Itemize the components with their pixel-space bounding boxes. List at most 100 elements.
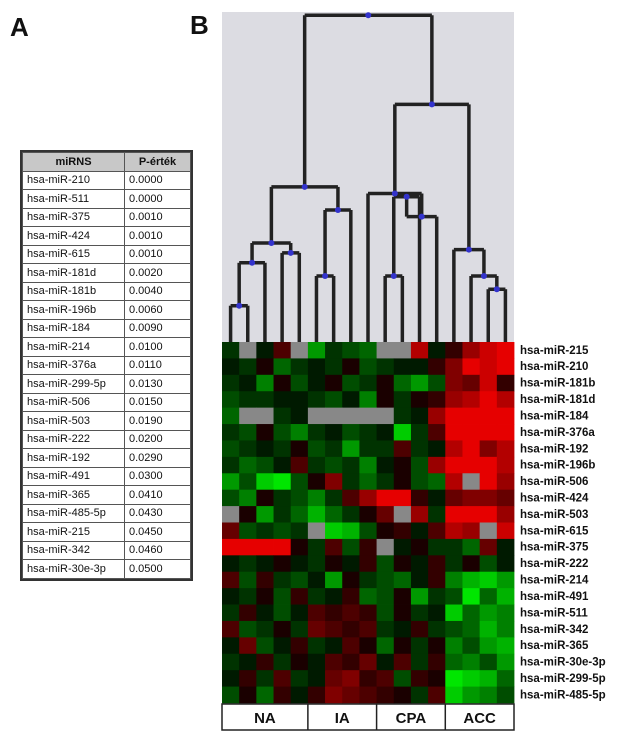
heatmap-cell: [410, 456, 429, 474]
panel-b-letter: B: [190, 10, 209, 40]
heatmap-cell: [222, 440, 240, 458]
heatmap-cell: [256, 391, 274, 409]
heatmap-cell: [428, 473, 446, 491]
row-label: hsa-miR-181b: [520, 378, 595, 390]
heatmap-cell: [239, 637, 257, 655]
dendrogram-node: [236, 302, 243, 309]
row-label: hsa-miR-215: [520, 345, 589, 357]
heatmap-cell: [479, 342, 498, 359]
mirna-name-cell: hsa-miR-214: [22, 337, 125, 357]
heatmap-cell: [307, 342, 326, 359]
heatmap-cell: [256, 374, 274, 392]
heatmap-cell: [410, 489, 429, 507]
heatmap-cell: [342, 489, 360, 507]
heatmap-cell: [256, 407, 274, 425]
heatmap-cell: [342, 637, 360, 655]
heatmap-cell: [273, 424, 292, 441]
heatmap-cell: [239, 588, 257, 605]
heatmap-cell: [273, 538, 292, 556]
heatmap-cell: [496, 538, 515, 556]
heatmap-cell: [342, 620, 360, 638]
heatmap-cell: [496, 489, 515, 507]
row-label: hsa-miR-375: [520, 542, 589, 554]
heatmap-cell: [307, 374, 326, 392]
table-row: hsa-miR-485-5p 0.0430: [22, 503, 191, 523]
heatmap-cell: [290, 440, 309, 458]
heatmap-cell: [359, 522, 377, 540]
heatmap-cell: [445, 670, 463, 687]
heatmap-cell: [359, 670, 377, 687]
heatmap-cell: [239, 555, 257, 573]
row-label: hsa-miR-503: [520, 509, 588, 521]
heatmap-cell: [307, 391, 326, 409]
heatmap-cell: [256, 456, 274, 474]
heatmap-cell: [445, 440, 463, 458]
heatmap-cell: [239, 489, 257, 507]
heatmap-cell: [325, 670, 343, 687]
heatmap-cell: [222, 555, 240, 573]
heatmap-cell: [307, 489, 326, 507]
heatmap-cell: [479, 358, 498, 376]
heatmap-cell: [359, 473, 377, 491]
heatmap-cell: [273, 342, 292, 359]
heatmap-cell: [376, 374, 395, 392]
heatmap-cell: [462, 473, 481, 491]
heatmap-cell: [496, 571, 515, 589]
heatmap-cell: [428, 670, 446, 687]
row-label: hsa-miR-506: [520, 476, 588, 488]
heatmap-cell: [393, 620, 412, 638]
heatmap-cell: [359, 653, 377, 671]
heatmap-cell: [290, 571, 309, 589]
row-label: hsa-miR-491: [520, 591, 589, 603]
heatmap-cell: [325, 686, 343, 704]
heatmap-cell: [376, 637, 395, 655]
heatmap-cell: [222, 571, 240, 589]
heatmap-cell: [479, 456, 498, 474]
heatmap-cell: [239, 342, 257, 359]
heatmap-cell: [496, 374, 515, 392]
heatmap-cell: [393, 522, 412, 540]
heatmap-cell: [325, 571, 343, 589]
dendrogram-node: [301, 183, 308, 190]
heatmap-cell: [359, 489, 377, 507]
heatmap-cell: [462, 538, 481, 556]
heatmap-cell: [376, 506, 395, 523]
heatmap-cell: [325, 522, 343, 540]
heatmap-cell: [290, 670, 309, 687]
heatmap-cell: [273, 588, 292, 605]
heatmap-cell: [256, 342, 274, 359]
heatmap-cell: [428, 374, 446, 392]
heatmap-cell: [376, 424, 395, 441]
heatmap-cell: [359, 620, 377, 638]
table-row: hsa-miR-375 0.0010: [22, 207, 191, 227]
heatmap-cell: [222, 407, 240, 425]
dendrogram-node: [365, 12, 372, 19]
heatmap-cell: [256, 424, 274, 441]
heatmap-cell: [496, 670, 515, 687]
mirna-name-cell: hsa-miR-215: [22, 522, 125, 542]
heatmap-cell: [325, 440, 343, 458]
dendrogram-node: [268, 240, 275, 246]
heatmap-cell: [342, 506, 360, 523]
heatmap-cell: [290, 620, 309, 638]
heatmap-cell: [462, 670, 481, 687]
heatmap-cell: [410, 522, 429, 540]
heatmap-cell: [410, 342, 429, 359]
heatmap-cell: [239, 620, 257, 638]
heatmap-cell: [410, 538, 429, 556]
heatmap-cell: [479, 522, 498, 540]
heatmap-cell: [290, 407, 309, 425]
heatmap-cell: [342, 653, 360, 671]
heatmap-cell: [256, 653, 274, 671]
heatmap-cell: [393, 588, 412, 605]
heatmap-cell: [222, 342, 240, 359]
heatmap-cell: [462, 522, 481, 540]
heatmap-cell: [222, 637, 240, 655]
table-row: hsa-miR-30e-3p 0.0500: [22, 559, 191, 579]
heatmap-cell: [307, 588, 326, 605]
heatmap-cell: [393, 342, 412, 359]
heatmap-cell: [342, 391, 360, 409]
heatmap-cell: [496, 588, 515, 605]
